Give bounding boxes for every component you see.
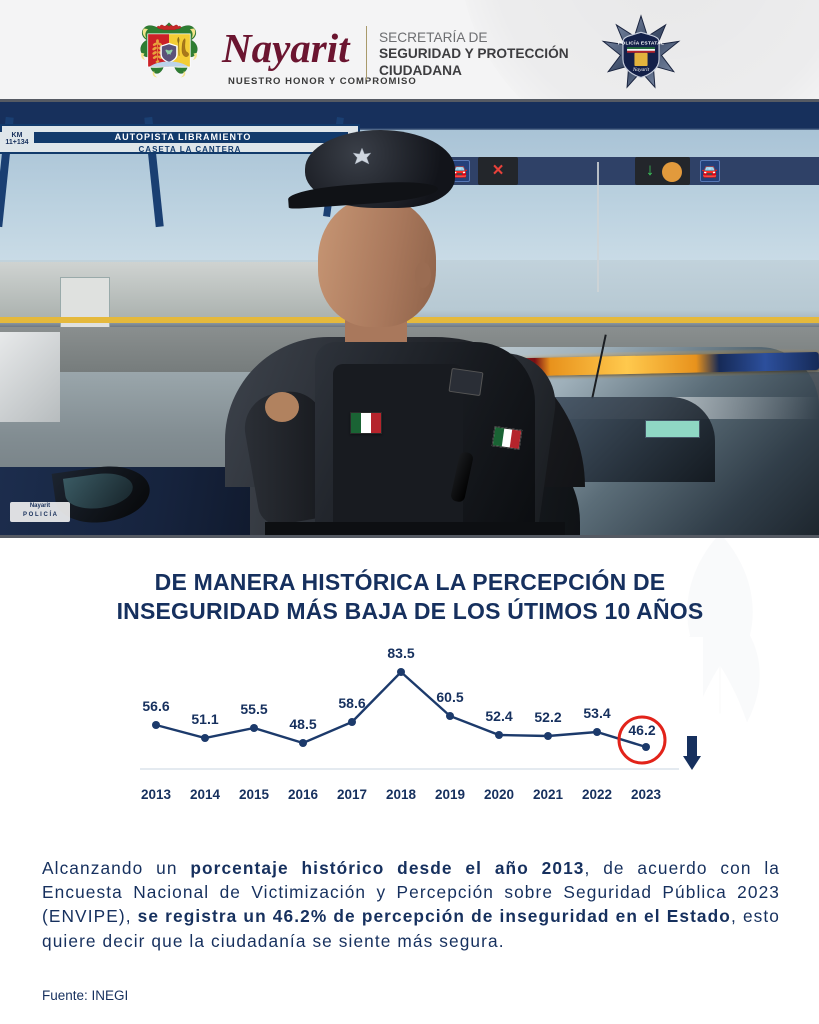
svg-text:55.5: 55.5 <box>240 701 267 717</box>
svg-text:52.4: 52.4 <box>485 708 512 724</box>
svg-text:Nayarit: Nayarit <box>632 67 650 73</box>
svg-text:46.2: 46.2 <box>628 722 655 738</box>
svg-text:83.5: 83.5 <box>387 645 414 661</box>
svg-text:58.6: 58.6 <box>338 695 365 711</box>
svg-text:48.5: 48.5 <box>289 716 316 732</box>
svg-text:52.2: 52.2 <box>534 709 561 725</box>
svg-text:56.6: 56.6 <box>142 698 169 714</box>
svg-text:51.1: 51.1 <box>191 711 218 727</box>
svg-text:53.4: 53.4 <box>583 705 610 721</box>
svg-text:60.5: 60.5 <box>436 689 463 705</box>
